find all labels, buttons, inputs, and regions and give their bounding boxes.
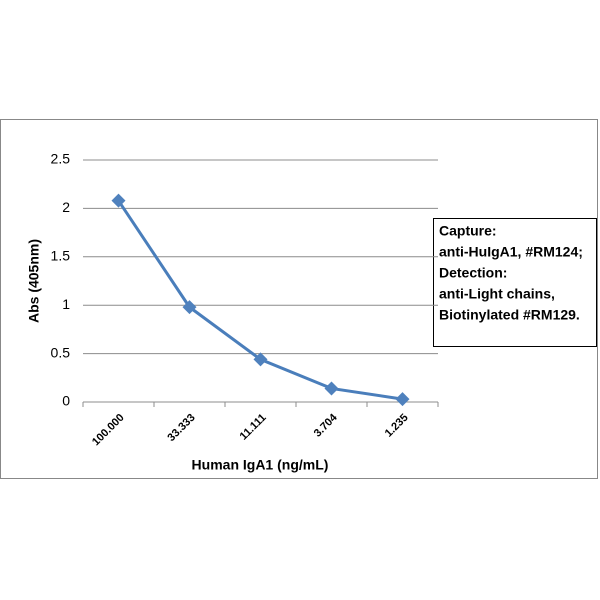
data-point	[324, 381, 339, 396]
x-axis-label: Human IgA1 (ng/mL)	[192, 457, 329, 473]
y-tick-label: 2.5	[51, 151, 71, 167]
y-tick-label: 0	[62, 393, 70, 409]
y-tick-label: 2	[62, 199, 70, 215]
data-point	[253, 352, 268, 367]
annotation-box	[433, 218, 597, 347]
annotation-line: Detection:	[439, 265, 507, 281]
y-tick-label: 1.5	[51, 248, 71, 264]
y-axis-label: Abs (405nm)	[26, 239, 42, 323]
y-tick-label: 1	[62, 296, 70, 312]
annotation-line: anti-HuIgA1, #RM124;	[439, 244, 583, 260]
data-point	[182, 300, 197, 315]
annotation-line: Capture:	[439, 223, 497, 239]
data-point	[395, 392, 410, 407]
data-point	[111, 193, 126, 208]
annotation-line: Biotinylated #RM129.	[439, 307, 580, 323]
annotation-line: anti-Light chains,	[439, 286, 555, 302]
y-tick-label: 0.5	[51, 344, 71, 360]
